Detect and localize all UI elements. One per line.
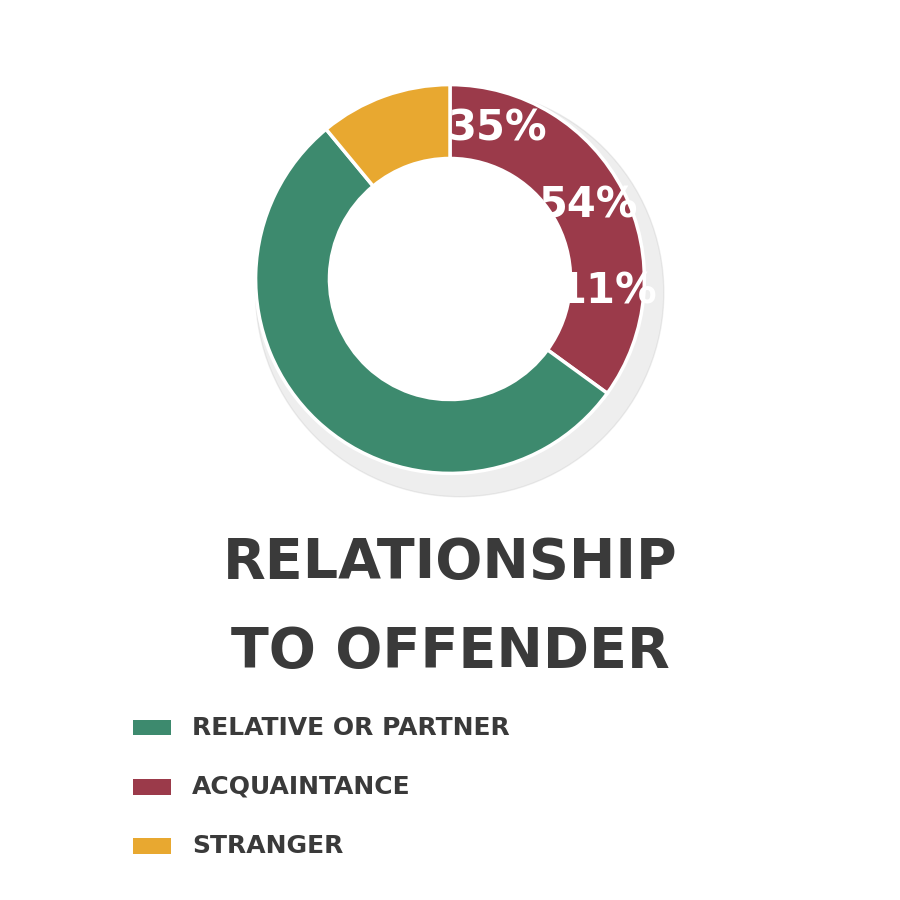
Text: TO OFFENDER: TO OFFENDER <box>230 625 670 679</box>
Wedge shape <box>256 130 608 473</box>
FancyBboxPatch shape <box>133 720 171 735</box>
Text: 11%: 11% <box>557 270 657 312</box>
Text: 35%: 35% <box>447 108 547 149</box>
Text: STRANGER: STRANGER <box>193 834 344 859</box>
Wedge shape <box>326 85 450 186</box>
Wedge shape <box>450 85 644 393</box>
Text: RELATIONSHIP: RELATIONSHIP <box>222 536 678 590</box>
Text: ACQUAINTANCE: ACQUAINTANCE <box>193 775 411 799</box>
Circle shape <box>329 158 571 400</box>
Text: RELATIVE OR PARTNER: RELATIVE OR PARTNER <box>193 716 510 740</box>
FancyBboxPatch shape <box>133 779 171 795</box>
Text: 54%: 54% <box>539 184 639 226</box>
Ellipse shape <box>256 88 664 497</box>
FancyBboxPatch shape <box>133 839 171 854</box>
